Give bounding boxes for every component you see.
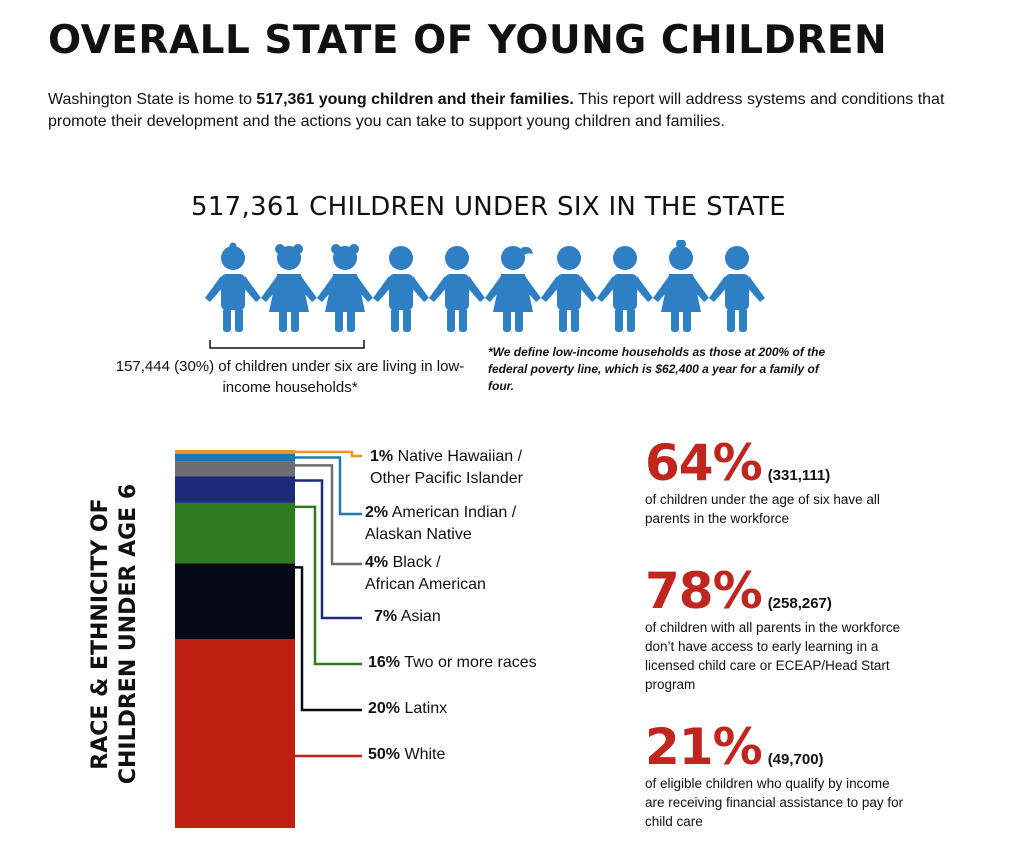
race-label-line1: 16% Two or more races bbox=[368, 652, 537, 674]
child-icon bbox=[653, 240, 709, 332]
intro-text-start: Washington State is home to bbox=[48, 91, 257, 108]
children-count-heading: 517,361 CHILDREN UNDER SIX IN THE STATE bbox=[190, 192, 787, 222]
stat-description: of eligible children who qualify by inco… bbox=[645, 776, 904, 829]
race-percent: 50% bbox=[368, 746, 401, 763]
race-bar-segment bbox=[175, 639, 295, 828]
race-bar-segment bbox=[175, 450, 295, 454]
stat-description: of children under the age of six have al… bbox=[645, 492, 880, 526]
race-name: Latinx bbox=[404, 700, 448, 717]
stat-financial-assistance: 21% (49,700) of eligible children who qua… bbox=[645, 722, 905, 831]
stat-percent: 78% bbox=[645, 562, 763, 620]
race-name-line2: Alaskan Native bbox=[365, 526, 472, 543]
race-chart-title-line2: CHILDREN UNDER AGE 6 bbox=[116, 483, 141, 785]
race-label-line1: 7% Asian bbox=[374, 606, 441, 628]
race-bar-segment bbox=[175, 453, 295, 462]
race-label-line1: 20% Latinx bbox=[368, 698, 447, 720]
stat-parents-workforce: 64% (331,111) of children under the age o… bbox=[645, 438, 905, 528]
race-bar-segment bbox=[175, 563, 295, 639]
stat-percent: 64% bbox=[645, 434, 763, 492]
intro-text-bold: 517,361 young children and their familie… bbox=[256, 91, 574, 108]
race-name: American Indian / bbox=[391, 504, 517, 521]
intro-paragraph: Washington State is home to 517,361 youn… bbox=[48, 89, 988, 133]
race-name-line2: African American bbox=[365, 576, 486, 593]
race-percent: 4% bbox=[365, 554, 389, 571]
race-leader-line bbox=[291, 464, 362, 566]
stat-percent: 21% bbox=[645, 718, 763, 776]
race-bar-segment bbox=[175, 502, 295, 564]
low-income-footnote: *We define low-income households as thos… bbox=[488, 345, 826, 393]
race-label: 7% Asian bbox=[374, 606, 441, 628]
child-icon bbox=[429, 246, 485, 332]
race-name: White bbox=[404, 746, 446, 763]
stat-count: (258,267) bbox=[767, 595, 832, 612]
race-label: 2% American Indian / Alaskan Native bbox=[365, 502, 516, 546]
page-title: OVERALL STATE OF YOUNG CHILDREN bbox=[48, 18, 888, 63]
race-percent: 1% bbox=[370, 448, 394, 465]
child-icon bbox=[709, 246, 765, 332]
child-icon bbox=[205, 242, 261, 332]
race-name: Native Hawaiian / bbox=[397, 448, 523, 465]
race-percent: 2% bbox=[365, 504, 389, 521]
stat-description: of children with all parents in the work… bbox=[645, 620, 901, 692]
children-icons-row bbox=[205, 240, 765, 332]
race-name: Two or more races bbox=[404, 654, 537, 671]
race-bar-segment bbox=[175, 461, 295, 477]
race-label: 1% Native Hawaiian / Other Pacific Island… bbox=[370, 446, 523, 490]
race-label: 50% White bbox=[368, 744, 445, 766]
race-label-line1: 1% Native Hawaiian / bbox=[370, 446, 523, 468]
low-income-bracket bbox=[209, 340, 365, 349]
child-icon bbox=[373, 246, 429, 332]
race-label-line1: 2% American Indian / bbox=[365, 502, 516, 524]
race-label: 20% Latinx bbox=[368, 698, 447, 720]
race-label-line1: 50% White bbox=[368, 744, 445, 766]
race-label-line1: 4% Black / bbox=[365, 552, 486, 574]
race-chart-title: RACE & ETHNICITY OF CHILDREN UNDER AGE 6 bbox=[87, 464, 143, 804]
low-income-text: 157,444 (30%) of children under six are … bbox=[115, 358, 465, 396]
child-icon bbox=[485, 246, 541, 332]
race-leader-line bbox=[291, 505, 362, 666]
child-icon bbox=[317, 244, 373, 332]
stat-no-early-learning: 78% (258,267) of children with all parent… bbox=[645, 566, 905, 694]
child-icon bbox=[541, 246, 597, 332]
race-chart-title-line1: RACE & ETHNICITY OF bbox=[88, 498, 113, 770]
race-name: Asian bbox=[400, 608, 441, 625]
race-leader-line bbox=[291, 456, 362, 516]
race-percent: 7% bbox=[374, 608, 398, 625]
race-label: 16% Two or more races bbox=[368, 652, 537, 674]
race-leader-line bbox=[291, 566, 362, 712]
race-percent: 20% bbox=[368, 700, 401, 717]
intro-text-end: This report will address systems and con… bbox=[48, 91, 945, 130]
race-label: 4% Black / African American bbox=[365, 552, 486, 596]
race-leader-line bbox=[291, 479, 362, 620]
race-name: Black / bbox=[392, 554, 441, 571]
race-bar-segment bbox=[175, 476, 295, 503]
stat-count: (49,700) bbox=[767, 751, 824, 768]
race-ethnicity-chart bbox=[175, 450, 362, 828]
race-name-line2: Other Pacific Islander bbox=[370, 470, 523, 487]
race-leader-line bbox=[291, 450, 362, 458]
child-icon bbox=[261, 244, 317, 332]
stat-count: (331,111) bbox=[767, 467, 831, 484]
child-icon bbox=[597, 246, 653, 332]
race-percent: 16% bbox=[368, 654, 401, 671]
